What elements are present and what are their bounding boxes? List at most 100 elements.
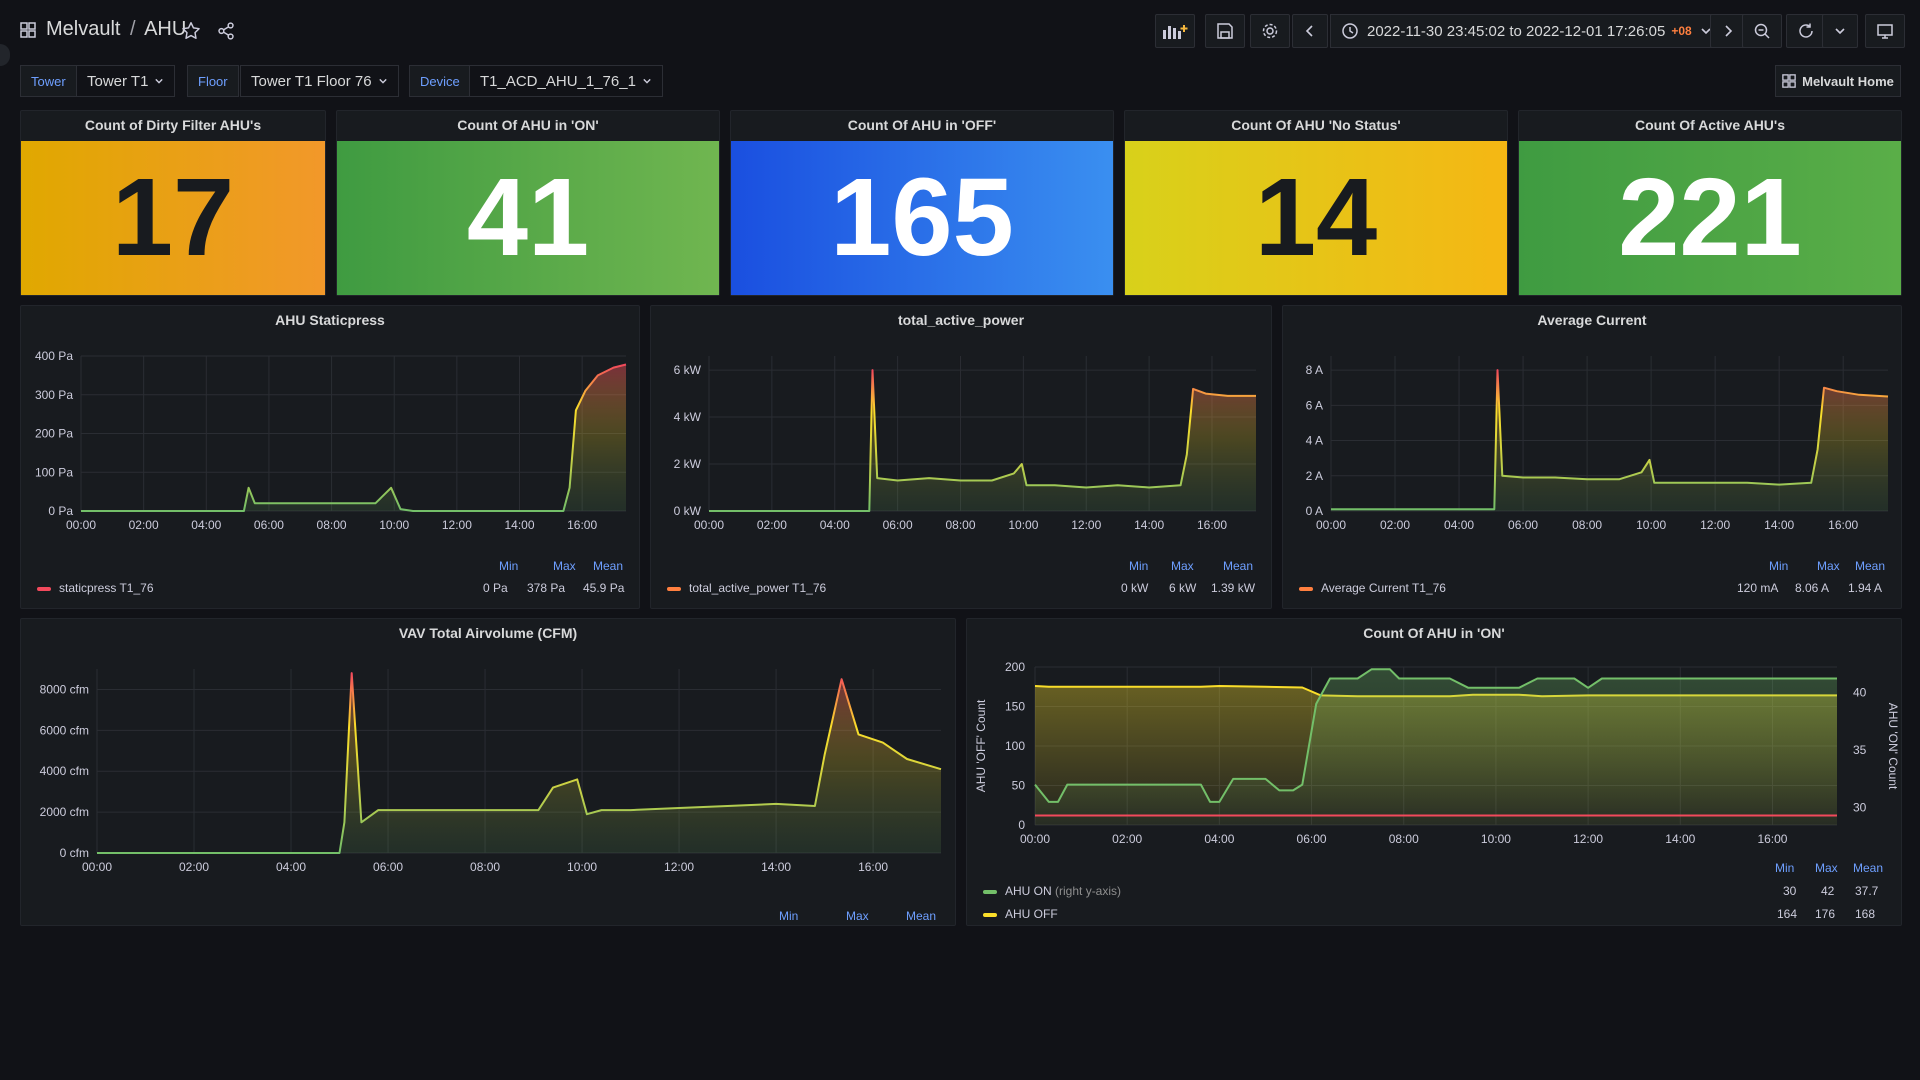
legend-item-ahu-off[interactable]: AHU OFF bbox=[983, 907, 1058, 921]
melvault-home-label: Melvault Home bbox=[1802, 73, 1894, 89]
chevron-down-icon bbox=[1701, 28, 1711, 35]
variable-label-floor: Floor bbox=[187, 65, 239, 97]
legend-header-min: Min bbox=[1775, 861, 1795, 875]
legend-header-mean: Mean bbox=[1855, 559, 1886, 573]
y-tick-label: 4 A bbox=[1306, 434, 1323, 448]
tv-mode-button[interactable] bbox=[1865, 14, 1905, 48]
zoom-out-button[interactable] bbox=[1742, 14, 1782, 48]
panel-vav-total-airvolume[interactable]: VAV Total Airvolume (CFM) 0 cfm 2000 cfm 4… bbox=[20, 618, 956, 926]
y-axis-label-right: AHU 'ON' Count bbox=[1886, 703, 1900, 790]
settings-button[interactable] bbox=[1250, 14, 1290, 48]
stat-panel-dirty-filter[interactable]: Count of Dirty Filter AHU's 17 bbox=[20, 110, 326, 296]
panel-title: Count Of AHU in 'OFF' bbox=[847, 117, 997, 133]
sidebar-toggle[interactable] bbox=[0, 44, 10, 66]
y-tick-label-left: 0 bbox=[1018, 818, 1025, 832]
time-range-picker[interactable]: 2022-11-30 23:45:02 to 2022-12-01 17:26:… bbox=[1330, 14, 1722, 48]
breadcrumb-dashboard[interactable]: AHU bbox=[144, 18, 187, 40]
x-tick-label: 06:00 bbox=[373, 860, 403, 874]
share-icon[interactable] bbox=[215, 20, 237, 42]
apps-icon[interactable] bbox=[20, 22, 36, 38]
refresh-interval-button[interactable] bbox=[1822, 14, 1858, 48]
series-line bbox=[97, 672, 942, 854]
panel-total-active-power[interactable]: total_active_power 0 kW 2 kW 4 kW 6 kW 00:00… bbox=[650, 305, 1272, 609]
x-tick-label: 16:00 bbox=[1828, 518, 1858, 532]
x-tick-label: 10:00 bbox=[1481, 832, 1511, 846]
series-line bbox=[81, 363, 627, 512]
x-tick-label: 02:00 bbox=[179, 860, 209, 874]
series-name: staticpress T1_76 bbox=[59, 581, 154, 595]
x-tick-label: 02:00 bbox=[757, 518, 787, 532]
y-tick-label: 100 Pa bbox=[35, 465, 73, 479]
variable-value-tower: Tower T1 bbox=[87, 72, 149, 90]
stat-value: 221 bbox=[1618, 156, 1802, 279]
panel-ahu-staticpress[interactable]: AHU Staticpress 0 Pa 100 Pa 200 Pa 300 Pa 40… bbox=[20, 305, 640, 609]
legend-item-average-current[interactable]: Average Current T1_76 bbox=[1299, 581, 1446, 595]
variable-label-tower: Tower bbox=[20, 65, 77, 97]
panel-count-ahu-on[interactable]: Count Of AHU in 'ON' 0 50 100 150 200 30 35 40 0… bbox=[966, 618, 1902, 926]
y-tick-label: 2 kW bbox=[674, 457, 702, 471]
series-line bbox=[709, 369, 1256, 512]
stat-panel-no-status[interactable]: Count Of AHU 'No Status' 14 bbox=[1124, 110, 1508, 296]
x-tick-label: 08:00 bbox=[945, 518, 975, 532]
legend-header-mean: Mean bbox=[593, 559, 624, 573]
legend-item-total-active-power[interactable]: total_active_power T1_76 bbox=[667, 581, 826, 595]
y-tick-label: 2000 cfm bbox=[40, 805, 89, 819]
legend-mean-value: 1.39 kW bbox=[1211, 581, 1256, 595]
chevron-right-icon bbox=[1725, 25, 1733, 37]
y-tick-label-left: 100 bbox=[1005, 739, 1025, 753]
panel-title: Count Of AHU in 'ON' bbox=[457, 117, 599, 133]
series-ahu-on-line bbox=[1034, 668, 1837, 803]
y-tick-label-left: 150 bbox=[1005, 700, 1025, 714]
series-area bbox=[709, 370, 1256, 511]
legend-max-value: 6 kW bbox=[1169, 581, 1197, 595]
x-tick-label: 06:00 bbox=[883, 518, 913, 532]
time-shift-back-button[interactable] bbox=[1292, 14, 1328, 48]
staticpress-chart: 0 Pa 100 Pa 200 Pa 300 Pa 400 Pa 00:00 02:00 04… bbox=[35, 349, 627, 532]
breadcrumb-folder[interactable]: Melvault bbox=[46, 18, 121, 40]
panel-title: AHU Staticpress bbox=[275, 312, 385, 328]
stat-panel-ahu-on[interactable]: Count Of AHU in 'ON' 41 bbox=[336, 110, 720, 296]
settings-icon bbox=[1262, 23, 1278, 39]
refresh-button[interactable] bbox=[1786, 14, 1826, 48]
x-tick-label: 00:00 bbox=[82, 860, 112, 874]
zoom-out-icon bbox=[1754, 23, 1770, 39]
vav-airvolume-chart: 0 cfm 2000 cfm 4000 cfm 6000 cfm 8000 cfm 00:… bbox=[40, 669, 942, 874]
refresh-icon bbox=[1799, 23, 1813, 38]
x-tick-label: 16:00 bbox=[858, 860, 888, 874]
add-panel-button[interactable] bbox=[1155, 14, 1195, 48]
y-tick-label-right: 30 bbox=[1853, 801, 1867, 815]
y-tick-label: 0 Pa bbox=[48, 504, 73, 518]
y-tick-label: 0 A bbox=[1306, 504, 1323, 518]
variable-select-tower[interactable]: Tower T1 bbox=[76, 65, 176, 97]
tv-icon bbox=[1877, 24, 1893, 39]
variable-select-floor[interactable]: Tower T1 Floor 76 bbox=[240, 65, 399, 97]
y-tick-label: 400 Pa bbox=[35, 349, 73, 363]
y-tick-label: 0 cfm bbox=[60, 846, 89, 860]
melvault-home-link[interactable]: Melvault Home bbox=[1775, 65, 1901, 97]
stat-background: 221 bbox=[1519, 141, 1901, 295]
time-shift-forward-button[interactable] bbox=[1710, 14, 1746, 48]
legend-header-mean: Mean bbox=[1853, 861, 1884, 875]
variable-select-device[interactable]: T1_ACD_AHU_1_76_1 bbox=[469, 65, 663, 97]
legend-item-staticpress[interactable]: staticpress T1_76 bbox=[37, 581, 154, 595]
time-range-text: 2022-11-30 23:45:02 to 2022-12-01 17:26:… bbox=[1367, 22, 1666, 40]
stat-panel-active-ahu[interactable]: Count Of Active AHU's 221 bbox=[1518, 110, 1902, 296]
x-tick-label: 14:00 bbox=[504, 518, 534, 532]
legend-min-value: 30 bbox=[1783, 884, 1797, 898]
y-axis-label-left: AHU 'OFF' Count bbox=[974, 699, 988, 792]
y-tick-label: 0 kW bbox=[674, 504, 702, 518]
x-tick-label: 14:00 bbox=[1665, 832, 1695, 846]
save-dashboard-button[interactable] bbox=[1205, 14, 1245, 48]
legend-min-value: 0 Pa bbox=[483, 581, 508, 595]
clock-icon bbox=[1342, 23, 1358, 39]
x-tick-label: 16:00 bbox=[1757, 832, 1787, 846]
legend-max-value: 378 Pa bbox=[527, 581, 566, 595]
x-tick-label: 06:00 bbox=[1297, 832, 1327, 846]
legend-mean-value: 45.9 Pa bbox=[583, 581, 625, 595]
panel-average-current[interactable]: Average Current 0 A 2 A 4 A 6 A 8 A 00:00 02:0… bbox=[1282, 305, 1902, 609]
star-icon[interactable] bbox=[180, 20, 202, 42]
chevron-down-icon bbox=[643, 78, 651, 84]
legend-item-ahu-on[interactable]: AHU ON (right y-axis) bbox=[983, 884, 1121, 898]
y-tick-label: 300 Pa bbox=[35, 388, 73, 402]
stat-panel-ahu-off[interactable]: Count Of AHU in 'OFF' 165 bbox=[730, 110, 1114, 296]
